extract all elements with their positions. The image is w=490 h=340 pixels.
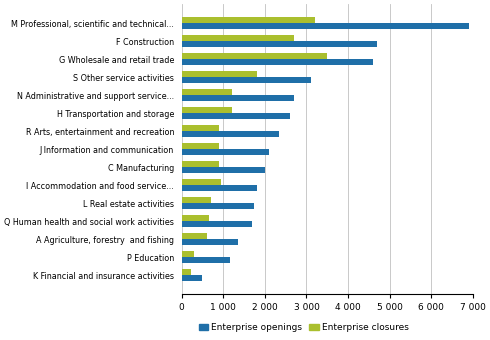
Bar: [182, 125, 219, 131]
Bar: [182, 17, 315, 23]
Bar: [182, 203, 254, 209]
Bar: [182, 215, 209, 221]
Bar: [182, 251, 194, 257]
Bar: [182, 275, 202, 281]
Bar: [182, 107, 232, 113]
Bar: [182, 113, 290, 119]
Bar: [182, 269, 191, 275]
Bar: [182, 221, 252, 227]
Bar: [182, 143, 219, 149]
Bar: [182, 185, 257, 191]
Bar: [182, 35, 294, 41]
Bar: [182, 89, 232, 95]
Bar: [182, 149, 269, 155]
Bar: [182, 257, 229, 263]
Bar: [182, 77, 311, 83]
Bar: [182, 197, 211, 203]
Legend: Enterprise openings, Enterprise closures: Enterprise openings, Enterprise closures: [195, 319, 413, 336]
Bar: [182, 41, 377, 47]
Bar: [182, 179, 221, 185]
Bar: [182, 95, 294, 101]
Bar: [182, 53, 327, 59]
Bar: [182, 167, 265, 173]
Bar: [182, 23, 469, 29]
Bar: [182, 131, 279, 137]
Bar: [182, 161, 219, 167]
Bar: [182, 233, 207, 239]
Bar: [182, 239, 238, 245]
Bar: [182, 71, 257, 77]
Bar: [182, 59, 373, 65]
